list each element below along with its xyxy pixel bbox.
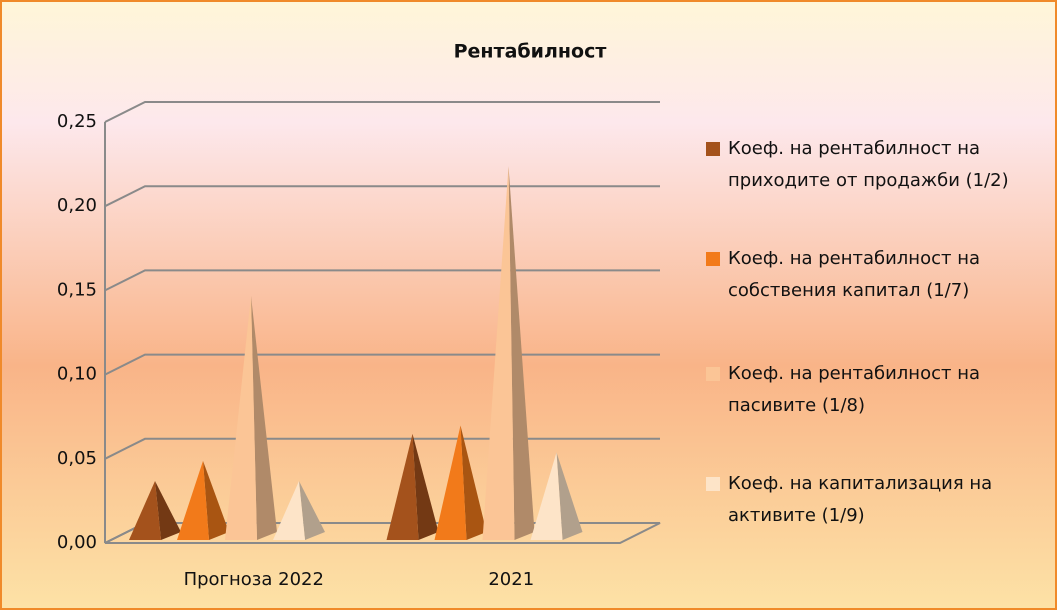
legend-label: Коеф. на рентабилност на собствения капи… — [728, 248, 980, 301]
legend-item: Коеф. на рентабилност на приходите от пр… — [706, 133, 1036, 197]
pyramid — [129, 481, 161, 540]
pyramid — [386, 433, 419, 540]
grid-line — [104, 353, 660, 376]
pyramid — [434, 425, 467, 540]
y-tick-label: 0,00 — [57, 532, 97, 553]
pyramid-side — [203, 460, 229, 540]
chart-title: Рентабилност — [454, 41, 607, 63]
pyramid-side — [508, 166, 535, 541]
grid-line — [104, 185, 660, 208]
y-tick-label: 0,10 — [57, 364, 97, 385]
x-tick-label: 2021 — [488, 569, 534, 590]
legend-item: Коеф. на рентабилност на пасивите (1/8) — [706, 358, 1036, 422]
pyramid-side — [251, 295, 277, 540]
pyramid-side — [155, 481, 181, 540]
grid-line — [104, 269, 660, 292]
legend-item: Коеф. на капитализация на активите (1/9) — [706, 468, 1036, 532]
x-tick-label: Прогноза 2022 — [184, 569, 324, 590]
legend-item: Коеф. на рентабилност на собствения капи… — [706, 243, 1036, 307]
legend-swatch — [706, 142, 720, 156]
legend-label: Коеф. на рентабилност на приходите от пр… — [728, 138, 1009, 191]
y-tick-label: 0,15 — [57, 279, 97, 300]
pyramid-side — [556, 452, 583, 540]
pyramid-side — [299, 481, 325, 540]
pyramid — [530, 452, 563, 540]
pyramid — [273, 481, 305, 540]
pyramid-side — [460, 425, 487, 540]
legend-swatch — [706, 477, 720, 491]
pyramid — [225, 295, 257, 540]
legend-label: Коеф. на капитализация на активите (1/9) — [728, 473, 993, 526]
pyramid — [482, 166, 515, 541]
y-tick-label: 0,25 — [57, 111, 97, 132]
legend-swatch — [706, 252, 720, 266]
pyramid-side — [412, 433, 439, 540]
grid-line — [104, 101, 660, 123]
legend-label: Коеф. на рентабилност на пасивите (1/8) — [728, 363, 980, 416]
y-tick-label: 0,20 — [57, 195, 97, 216]
pyramid — [177, 460, 209, 540]
legend-swatch — [706, 367, 720, 381]
grid-line — [104, 437, 660, 460]
y-tick-label: 0,05 — [57, 448, 97, 469]
